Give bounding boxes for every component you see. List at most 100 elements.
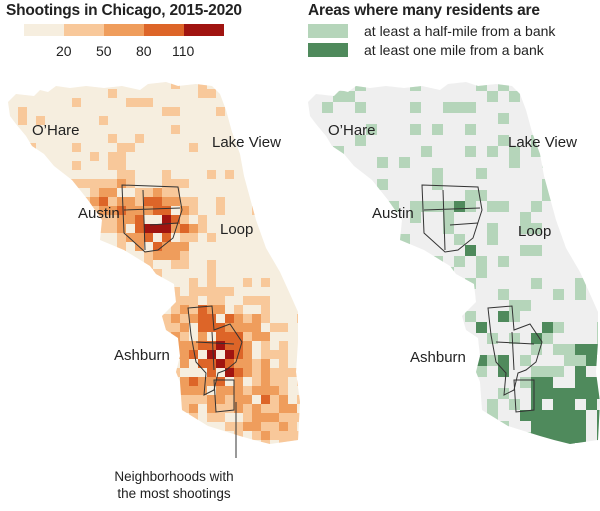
bank-distance-cell <box>432 124 443 135</box>
bank-distance-cell <box>465 399 476 410</box>
bank-distance-cell <box>399 432 410 443</box>
bank-distance-cell <box>498 82 509 91</box>
bank-distance-cell <box>520 355 531 366</box>
bank-distance-cell <box>399 234 410 245</box>
shooting-cell <box>198 287 207 296</box>
shooting-cell <box>90 431 99 440</box>
shooting-cell <box>90 179 99 188</box>
shooting-cell <box>63 179 72 188</box>
bank-distance-cell <box>322 102 333 113</box>
shooting-cell <box>126 143 135 152</box>
shooting-cell <box>216 206 225 215</box>
shooting-cell <box>261 449 270 458</box>
shooting-cell <box>108 161 117 170</box>
shooting-cell <box>216 305 225 314</box>
bank-distance-cell <box>344 91 355 102</box>
shooting-cell <box>216 287 225 296</box>
bank-distance-cell <box>377 245 388 256</box>
shooting-cell <box>8 89 9 98</box>
bank-distance-cell <box>564 454 575 460</box>
bank-distance-cell <box>542 333 553 344</box>
shooting-cell <box>126 233 135 242</box>
bank-distance-cell <box>575 157 586 168</box>
bank-distance-cell <box>509 432 520 443</box>
shooting-cell <box>90 395 99 404</box>
shooting-cell <box>162 215 171 224</box>
shooting-cell <box>27 161 36 170</box>
shooting-cell <box>162 314 171 323</box>
shooting-cell <box>81 269 90 278</box>
shooting-cell <box>279 359 288 368</box>
shooting-cell <box>216 377 225 386</box>
shooting-cell <box>207 89 216 98</box>
shooting-cell <box>90 224 99 233</box>
bank-distance-cell <box>308 377 311 388</box>
bank-distance-cell <box>366 355 377 366</box>
shooting-cell <box>252 359 261 368</box>
shooting-cell <box>18 107 27 116</box>
shooting-cell <box>171 314 180 323</box>
shooting-cell <box>117 161 126 170</box>
shooting-cell <box>189 395 198 404</box>
shooting-cell <box>99 116 108 125</box>
bank-distance-cell <box>586 355 597 366</box>
bank-distance-cell <box>575 289 586 300</box>
shooting-cell <box>216 359 225 368</box>
bank-distance-cell <box>498 421 509 432</box>
bank-distance-cell <box>531 421 542 432</box>
bank-distance-cell <box>476 355 487 366</box>
shooting-cell <box>8 197 9 206</box>
shooting-cell <box>243 323 252 332</box>
bank-distance-cell <box>366 421 377 432</box>
bank-distance-cell <box>476 432 487 443</box>
shooting-cell <box>171 368 180 377</box>
bank-distance-cell <box>553 344 564 355</box>
bank-distance-cell <box>553 454 564 460</box>
legend-swatch-one-mile <box>308 43 348 57</box>
shooting-cell <box>261 278 270 287</box>
shooting-cell <box>90 197 99 206</box>
shooting-cell <box>180 251 189 260</box>
shooting-cell <box>162 377 171 386</box>
bank-distance-cell <box>308 410 311 421</box>
shooting-cell <box>189 314 198 323</box>
shooting-cell <box>252 368 261 377</box>
bank-distance-cell <box>344 344 355 355</box>
shooting-cell <box>108 440 117 444</box>
shooting-cell <box>171 107 180 116</box>
scale-swatch-5 <box>184 24 224 36</box>
shooting-cell <box>162 287 171 296</box>
bank-distance-cell <box>520 432 531 443</box>
bank-distance-cell <box>443 421 454 432</box>
shooting-cell <box>108 179 117 188</box>
shooting-cell <box>117 224 126 233</box>
shooting-cell <box>198 82 207 89</box>
bank-distance-cell <box>388 432 399 443</box>
shooting-cell <box>243 296 252 305</box>
shooting-cell <box>207 413 216 422</box>
shooting-cell <box>153 197 162 206</box>
shooting-cell <box>261 296 270 305</box>
bank-distance-cell <box>355 443 366 444</box>
bank-distance-cell <box>553 410 564 421</box>
bank-distance-cell <box>311 333 322 344</box>
shooting-cell <box>189 350 198 359</box>
shooting-cell <box>135 386 144 395</box>
bank-access-map: O’Hare Lake View Austin Loop Ashburn <box>308 82 600 460</box>
shooting-cell <box>234 404 243 413</box>
bank-distance-cell <box>465 124 476 135</box>
label-austin-right: Austin <box>372 205 414 222</box>
shooting-cell <box>234 440 243 444</box>
bank-distance-cell <box>377 234 388 245</box>
shooting-cell <box>216 413 225 422</box>
shooting-cell <box>135 431 144 440</box>
shooting-cell <box>252 404 261 413</box>
bank-distance-cell <box>322 168 333 179</box>
shooting-cell <box>225 404 234 413</box>
legend-label-one-mile: at least one mile from a bank <box>364 42 544 58</box>
shooting-cell <box>261 305 270 314</box>
shooting-cell <box>279 323 288 332</box>
shooting-cell <box>135 269 144 278</box>
shooting-cell <box>117 395 126 404</box>
bank-distance-cell <box>388 245 399 256</box>
